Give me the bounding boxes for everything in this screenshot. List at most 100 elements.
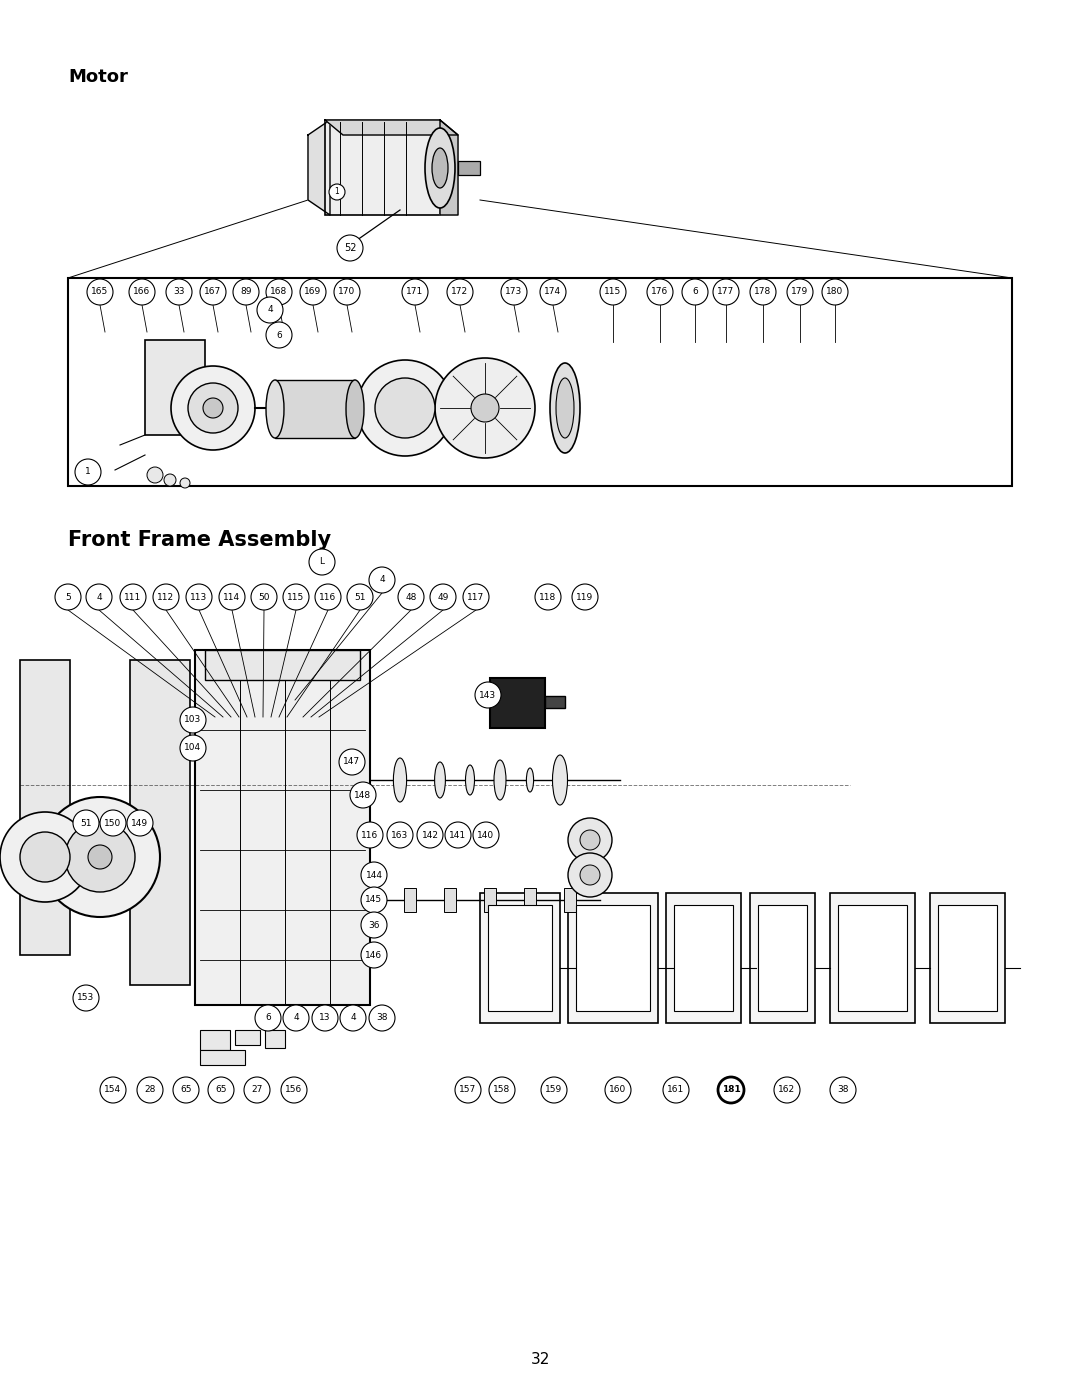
Bar: [490, 678, 545, 728]
Circle shape: [473, 821, 499, 848]
Circle shape: [153, 584, 179, 610]
Circle shape: [75, 460, 102, 485]
Circle shape: [329, 184, 345, 200]
Text: 115: 115: [605, 288, 622, 296]
Circle shape: [283, 1004, 309, 1031]
Text: 157: 157: [459, 1085, 476, 1094]
Bar: [200, 1030, 230, 1051]
Text: 1: 1: [335, 187, 339, 197]
Bar: [831, 893, 915, 1023]
Text: Front Frame Assembly: Front Frame Assembly: [68, 529, 332, 550]
Circle shape: [137, 1077, 163, 1104]
Circle shape: [55, 584, 81, 610]
Bar: [195, 650, 370, 1004]
Text: 142: 142: [421, 830, 438, 840]
Bar: [939, 905, 997, 1011]
Bar: [666, 893, 741, 1023]
Text: 156: 156: [285, 1085, 302, 1094]
Circle shape: [541, 1077, 567, 1104]
Circle shape: [568, 819, 612, 862]
Circle shape: [535, 584, 561, 610]
Bar: [750, 893, 815, 1023]
Text: 49: 49: [437, 592, 448, 602]
Circle shape: [281, 1077, 307, 1104]
Circle shape: [219, 584, 245, 610]
Circle shape: [471, 394, 499, 422]
Bar: [480, 893, 561, 1023]
Circle shape: [0, 812, 90, 902]
Circle shape: [347, 584, 373, 610]
Text: 172: 172: [451, 288, 469, 296]
Circle shape: [399, 584, 424, 610]
Circle shape: [605, 1077, 631, 1104]
Text: 115: 115: [287, 592, 305, 602]
Text: 165: 165: [92, 288, 109, 296]
Text: 32: 32: [530, 1352, 550, 1368]
Circle shape: [580, 830, 600, 849]
Circle shape: [266, 279, 292, 305]
Circle shape: [40, 798, 160, 916]
Ellipse shape: [266, 380, 284, 439]
Text: 4: 4: [350, 1013, 355, 1023]
Text: 170: 170: [338, 288, 355, 296]
Circle shape: [369, 1004, 395, 1031]
Bar: [235, 1030, 260, 1045]
Circle shape: [120, 584, 146, 610]
Circle shape: [166, 279, 192, 305]
Text: 28: 28: [145, 1085, 156, 1094]
Circle shape: [180, 707, 206, 733]
Bar: [576, 905, 650, 1011]
Ellipse shape: [346, 380, 364, 439]
Ellipse shape: [465, 766, 474, 795]
Polygon shape: [325, 120, 458, 136]
Circle shape: [475, 682, 501, 708]
Circle shape: [87, 279, 113, 305]
Text: 6: 6: [265, 1013, 271, 1023]
Bar: [325, 120, 440, 215]
Circle shape: [312, 1004, 338, 1031]
Circle shape: [147, 467, 163, 483]
Text: 13: 13: [320, 1013, 330, 1023]
Circle shape: [233, 279, 259, 305]
Circle shape: [315, 584, 341, 610]
Text: 51: 51: [354, 592, 366, 602]
Text: 6: 6: [276, 331, 282, 339]
Text: 161: 161: [667, 1085, 685, 1094]
Text: 4: 4: [96, 592, 102, 602]
Text: 145: 145: [365, 895, 382, 904]
Text: 177: 177: [717, 288, 734, 296]
Ellipse shape: [494, 760, 507, 800]
Circle shape: [188, 383, 238, 433]
Circle shape: [87, 845, 112, 869]
Bar: [545, 696, 565, 708]
Circle shape: [417, 821, 443, 848]
Text: Motor: Motor: [68, 68, 127, 87]
Bar: [145, 339, 205, 434]
Text: 147: 147: [343, 757, 361, 767]
Circle shape: [361, 912, 387, 937]
Circle shape: [203, 398, 222, 418]
Text: 48: 48: [405, 592, 417, 602]
Text: 65: 65: [215, 1085, 227, 1094]
Text: 176: 176: [651, 288, 669, 296]
Circle shape: [73, 985, 99, 1011]
Circle shape: [283, 584, 309, 610]
Text: 52: 52: [343, 243, 356, 253]
Circle shape: [750, 279, 777, 305]
Circle shape: [309, 549, 335, 576]
Bar: [758, 905, 807, 1011]
Text: 27: 27: [252, 1085, 262, 1094]
Bar: [205, 650, 360, 680]
Ellipse shape: [434, 761, 445, 798]
Circle shape: [350, 782, 376, 807]
Text: 140: 140: [477, 830, 495, 840]
Circle shape: [774, 1077, 800, 1104]
Circle shape: [100, 1077, 126, 1104]
Circle shape: [357, 360, 453, 455]
Text: 143: 143: [480, 690, 497, 700]
Circle shape: [180, 478, 190, 488]
Ellipse shape: [553, 754, 567, 805]
Bar: [68, 278, 1012, 486]
Circle shape: [713, 279, 739, 305]
Circle shape: [337, 235, 363, 261]
